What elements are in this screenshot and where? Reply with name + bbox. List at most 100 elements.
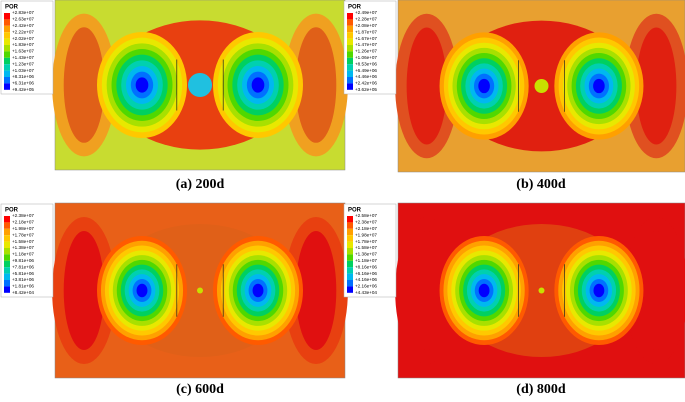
legend-swatch <box>4 13 10 20</box>
side-lobe-core <box>63 231 105 350</box>
legend-label: +8.31e+06 <box>12 74 34 79</box>
legend-swatch <box>4 64 10 71</box>
legend: POR+2.83e+07 +2.63e+07+2.42e+07+2.22e+07 +… <box>0 0 54 95</box>
legend-label: +2.38e+07 <box>12 213 34 218</box>
contour-panel <box>52 202 348 379</box>
contour-panel <box>52 0 348 171</box>
legend-swatch <box>4 260 10 268</box>
legend-swatch <box>4 70 10 77</box>
side-lobe-core <box>295 231 337 350</box>
cone-band <box>251 77 265 93</box>
legend-label: +2.18e+07 <box>355 226 377 231</box>
legend-swatch <box>4 216 10 223</box>
legend-swatch <box>347 19 353 26</box>
legend-swatch <box>4 254 10 261</box>
legend-swatch <box>347 83 353 90</box>
caption: (d) 800d <box>516 382 566 397</box>
cone-band <box>478 283 490 298</box>
legend-label: +2.02e+07 <box>12 36 34 41</box>
legend-swatch <box>4 45 10 52</box>
legend-swatch <box>4 32 10 39</box>
legend-swatch <box>4 248 10 255</box>
legend-label: +4.43e+04 <box>355 290 377 295</box>
legend-swatch <box>347 70 353 77</box>
legend-label: +1.18e+07 <box>355 258 377 263</box>
legend-label: +1.43e+07 <box>12 55 34 60</box>
legend-label: +1.98e+07 <box>355 232 377 237</box>
side-lobe-core <box>636 231 677 350</box>
legend-label: +1.67e+07 <box>355 36 377 41</box>
legend-swatch <box>347 57 353 65</box>
legend-label: +6.49e+06 <box>355 68 377 73</box>
legend-label: +1.26e+07 <box>355 49 377 54</box>
legend-label: +1.38e+07 <box>12 245 34 250</box>
legend-swatch <box>4 77 10 84</box>
legend-swatch <box>347 228 353 236</box>
legend-title: POR <box>5 5 19 11</box>
legend-title: POR <box>348 5 362 11</box>
legend-label: +2.22e+07 <box>12 29 34 34</box>
legend-label: +6.31e+06 <box>12 81 34 86</box>
center-well <box>538 287 545 294</box>
legend-label: +1.38e+07 <box>355 252 377 257</box>
legend-swatch <box>347 45 353 52</box>
legend-label: +2.42e+07 <box>12 23 34 28</box>
center-well <box>534 79 549 93</box>
legend-label: +2.83e+07 <box>12 10 34 15</box>
legend-swatch <box>347 13 353 20</box>
side-lobe-core <box>63 27 105 143</box>
legend-label: +2.28e+07 <box>355 17 377 22</box>
legend-label: +8.42e+04 <box>12 290 34 295</box>
caption: (b) 400d <box>516 177 566 192</box>
center-well <box>197 287 203 294</box>
legend-label: +7.81e+06 <box>12 264 34 269</box>
cone-band <box>136 283 148 298</box>
legend-swatch <box>347 254 353 261</box>
legend-swatch <box>4 273 10 280</box>
legend-swatch <box>4 241 10 248</box>
legend-label: +8.53e+06 <box>355 61 377 66</box>
legend-label: +5.81e+06 <box>12 271 34 276</box>
side-lobe-core <box>406 231 447 350</box>
legend-swatch <box>347 248 353 255</box>
legend-title: POR <box>348 208 362 214</box>
legend-swatch <box>4 83 10 90</box>
legend-label: +2.16e+06 <box>355 284 377 289</box>
legend-swatch <box>347 260 353 268</box>
legend-swatch <box>347 273 353 280</box>
legend-swatch <box>347 77 353 84</box>
legend-label: +1.03e+07 <box>12 68 34 73</box>
legend-swatch <box>4 222 10 229</box>
legend-label: +1.58e+07 <box>12 239 34 244</box>
legend-swatch <box>347 216 353 223</box>
legend-swatch <box>347 235 353 242</box>
legend-label: +2.49e+07 <box>355 10 377 15</box>
cone-band <box>593 283 605 298</box>
legend-swatch <box>4 280 10 287</box>
legend-swatch <box>347 51 353 58</box>
legend-swatch <box>4 51 10 58</box>
legend-label: +3.62e+05 <box>355 87 377 92</box>
legend-label: +1.06e+07 <box>355 55 377 60</box>
legend-label: +4.46e+06 <box>355 74 377 79</box>
legend-label: +2.42e+06 <box>355 81 377 86</box>
cone-band <box>478 78 490 94</box>
legend-label: +1.78e+07 <box>12 232 34 237</box>
legend-swatch <box>347 38 353 45</box>
legend-label: +2.38e+07 <box>355 220 377 225</box>
legend: POR+2.38e+07 +2.18e+07+1.98e+07+1.78e+07 +… <box>0 203 54 298</box>
legend-swatch <box>4 57 10 65</box>
side-lobe-core <box>295 27 337 143</box>
legend-label: +1.83e+07 <box>12 42 34 47</box>
legend-label: +4.16e+06 <box>355 277 377 282</box>
cone-band <box>252 283 264 298</box>
legend-label: +1.58e+07 <box>355 245 377 250</box>
legend-swatch <box>4 235 10 242</box>
legend-title: POR <box>5 208 19 214</box>
contour-panel <box>395 0 685 173</box>
legend-swatch <box>347 25 353 33</box>
legend-swatch <box>4 286 10 293</box>
legend-label: +9.81e+06 <box>12 258 34 263</box>
legend-label: +9.42e+05 <box>12 87 34 92</box>
